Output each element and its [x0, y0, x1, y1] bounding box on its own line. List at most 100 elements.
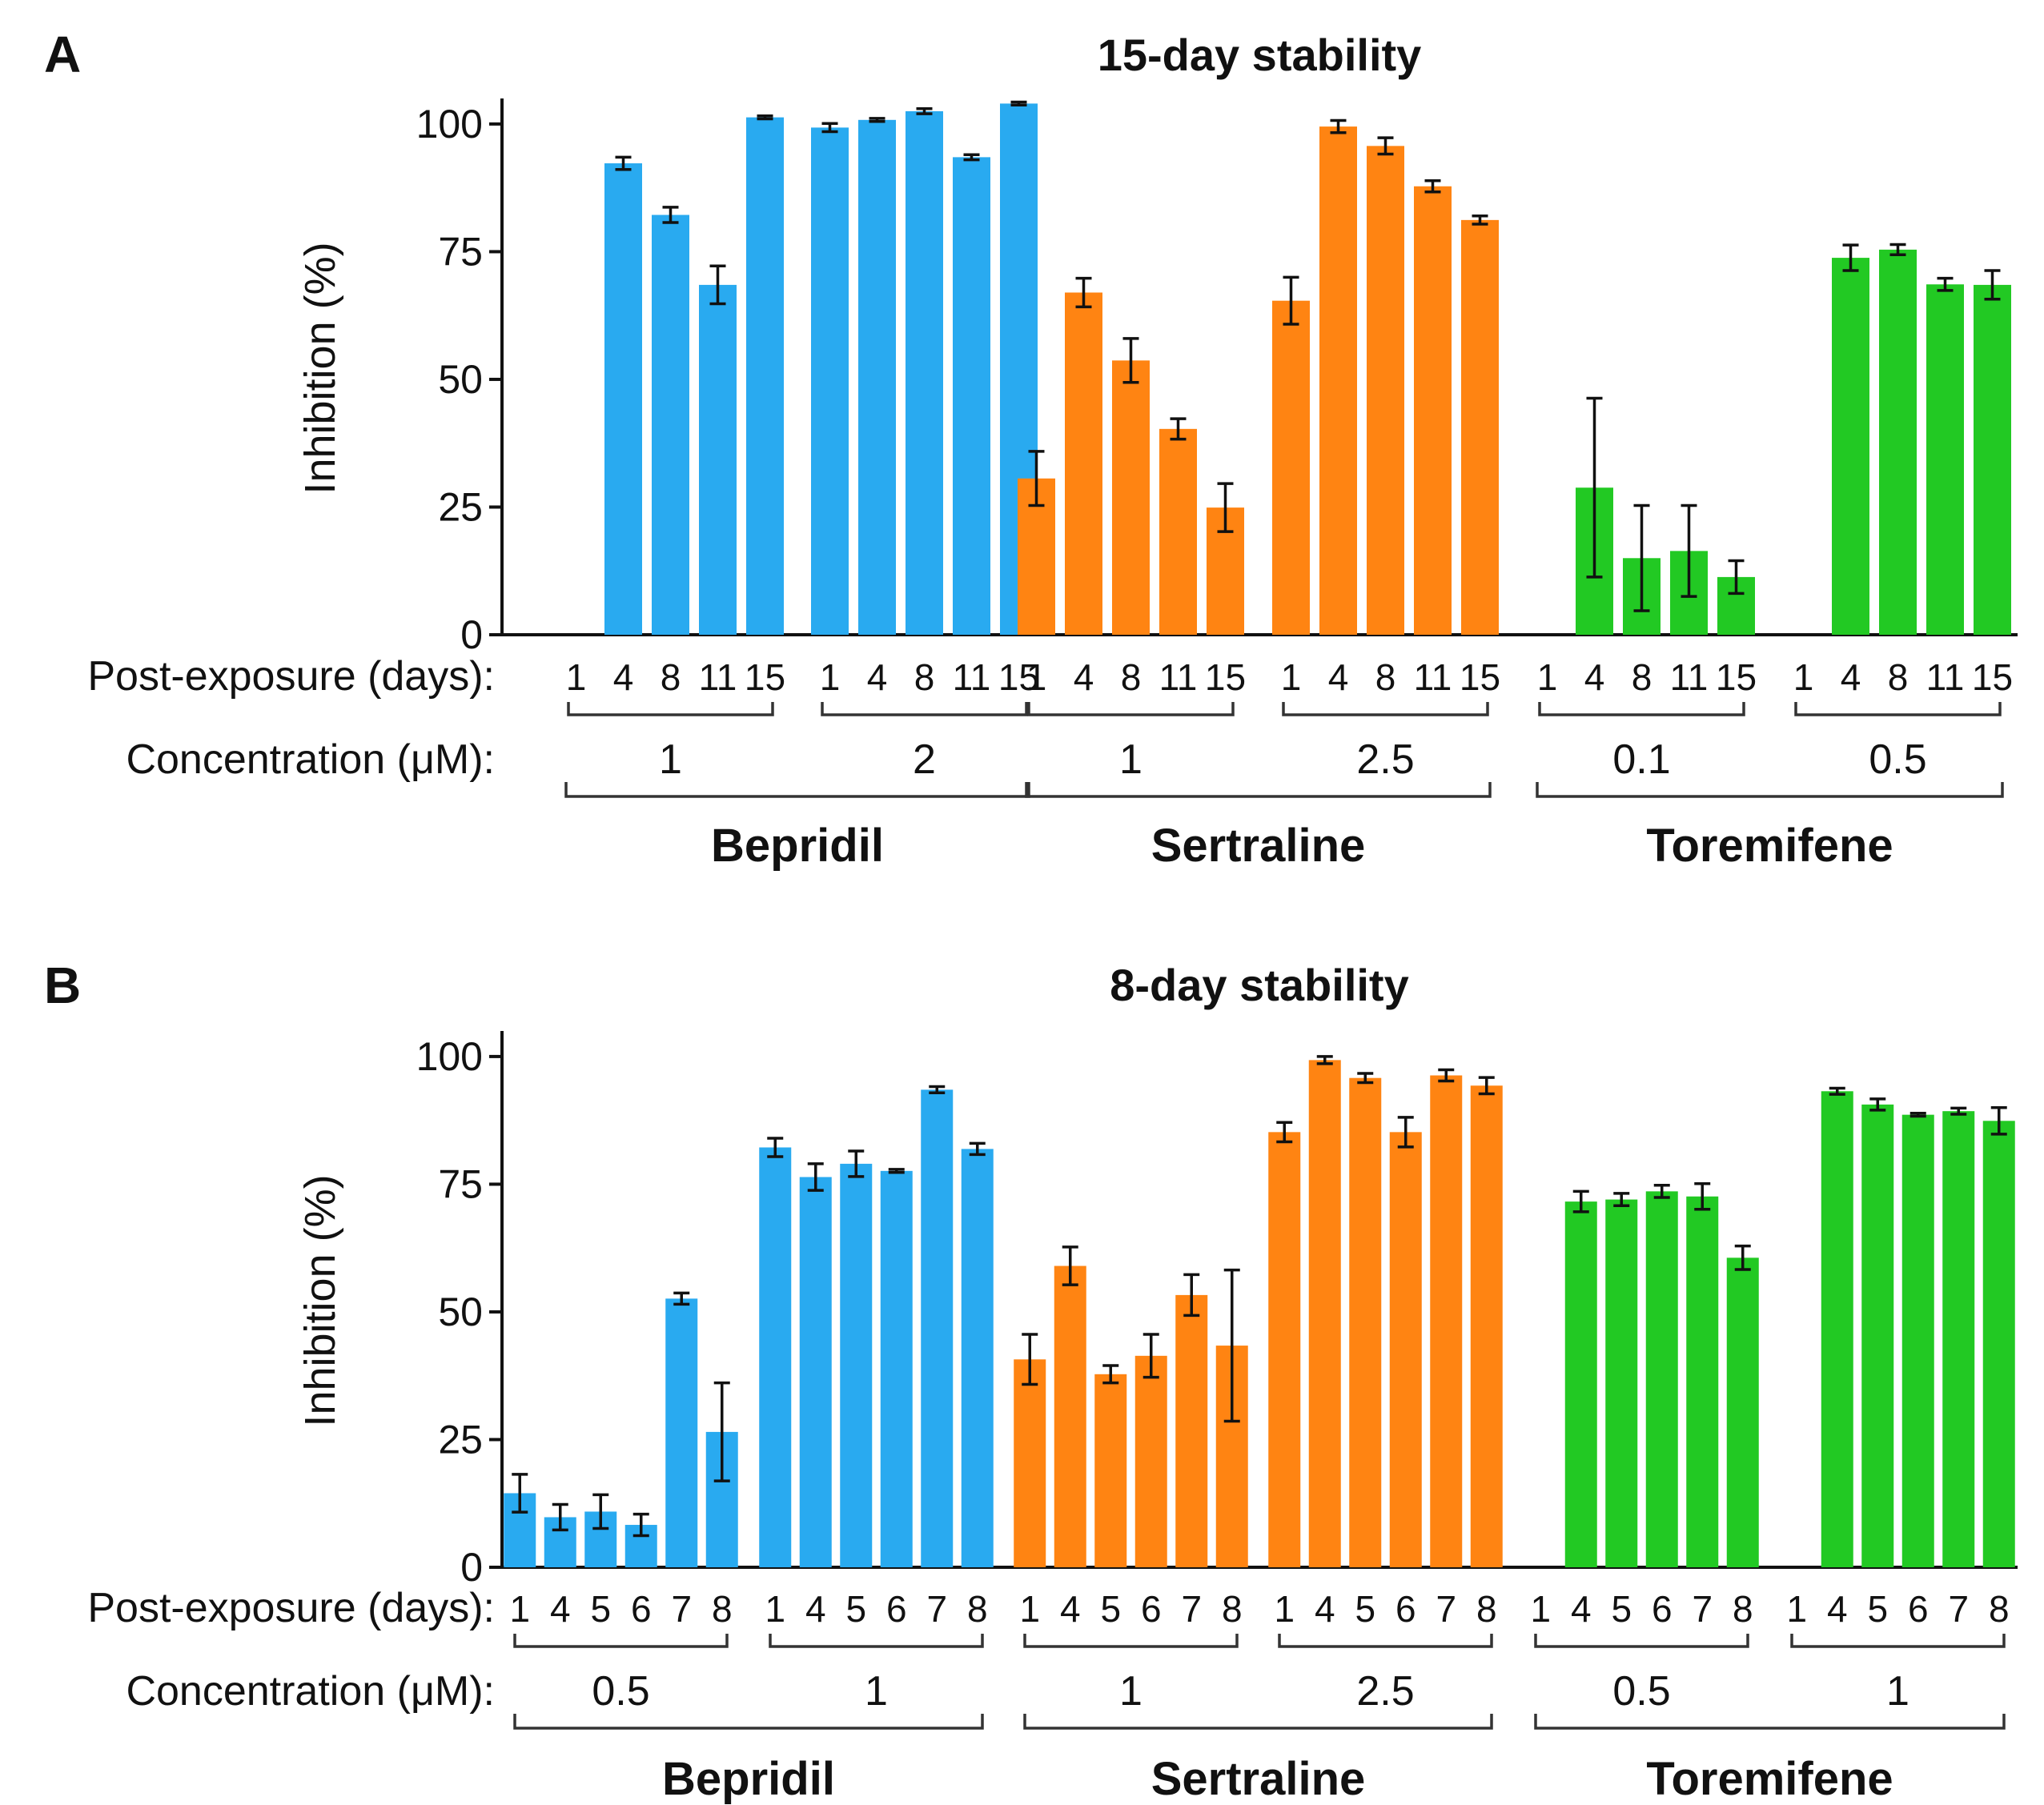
- day-tick-label: 6: [1652, 1588, 1673, 1630]
- bar: [811, 127, 849, 635]
- chart-title: 8-day stability: [1110, 960, 1408, 1010]
- day-tick-label: 7: [926, 1588, 947, 1630]
- bar: [1112, 360, 1150, 635]
- concentration-label: 1: [865, 1668, 888, 1715]
- bar: [1645, 1191, 1678, 1567]
- day-tick-label: 15: [1205, 656, 1246, 698]
- day-tick-label: 5: [1355, 1588, 1375, 1630]
- bar: [880, 1170, 913, 1567]
- day-tick-label: 4: [1827, 1588, 1848, 1630]
- drug-label: Toremifene: [1646, 820, 1893, 872]
- bar: [759, 1147, 792, 1567]
- y-tick-label: 25: [438, 484, 483, 529]
- day-tick-label: 7: [1181, 1588, 1202, 1630]
- day-tick-label: 7: [1692, 1588, 1713, 1630]
- day-tick-label: 4: [1584, 656, 1605, 698]
- day-tick-label: 4: [1060, 1588, 1081, 1630]
- group-bracket: [1794, 702, 2002, 716]
- day-tick-label: 6: [631, 1588, 652, 1630]
- group-bracket: [1023, 1634, 1239, 1648]
- bar: [746, 117, 784, 636]
- bar: [799, 1177, 832, 1567]
- day-tick-label: 4: [805, 1588, 826, 1630]
- group-bracket: [1538, 702, 1745, 716]
- day-tick-label: 8: [1121, 656, 1142, 698]
- day-tick-label: 6: [1141, 1588, 1162, 1630]
- drug-label: Sertraline: [1151, 1753, 1366, 1805]
- concentration-label: 0.1: [1612, 736, 1670, 783]
- day-tick-label: 15: [1716, 656, 1757, 698]
- bar: [1470, 1085, 1503, 1567]
- day-tick-label: 4: [1571, 1588, 1592, 1630]
- bar: [665, 1298, 698, 1567]
- concentration-label: 0.5: [1869, 736, 1926, 783]
- drug-bracket: [564, 782, 1030, 798]
- group-bracket: [1282, 702, 1489, 716]
- day-tick-label: 4: [613, 656, 634, 698]
- day-tick-label: 6: [1908, 1588, 1929, 1630]
- day-tick-label: 1: [1793, 656, 1814, 698]
- day-tick-label: 11: [1670, 656, 1709, 698]
- day-tick-label: 1: [1530, 1588, 1551, 1630]
- day-tick-label: 8: [661, 656, 681, 698]
- group-bracket: [1278, 1634, 1493, 1648]
- day-tick-label: 11: [1926, 656, 1965, 698]
- day-tick-label: 1: [1019, 1588, 1040, 1630]
- bar: [953, 157, 990, 635]
- bar: [1974, 284, 2011, 635]
- day-tick-label: 4: [550, 1588, 571, 1630]
- bar: [1430, 1075, 1463, 1567]
- bar: [1159, 428, 1197, 635]
- day-tick-label: 6: [1395, 1588, 1416, 1630]
- day-tick-label: 1: [1537, 656, 1558, 698]
- concentration-label: 1: [1119, 1668, 1142, 1715]
- y-tick-label: 100: [416, 102, 483, 146]
- y-axis-label: Inhibition (%): [296, 242, 344, 494]
- bar: [1461, 219, 1499, 635]
- day-tick-label: 4: [1315, 1588, 1335, 1630]
- day-tick-label: 8: [1476, 1588, 1497, 1630]
- y-tick-label: 50: [438, 1290, 483, 1334]
- bar: [1564, 1201, 1597, 1567]
- day-tick-label: 5: [845, 1588, 866, 1630]
- day-tick-label: 8: [1888, 656, 1909, 698]
- bar: [1349, 1077, 1382, 1567]
- post-exposure-row-label: Post-exposure (days):: [87, 653, 495, 700]
- concentration-label: 1: [1886, 1668, 1909, 1715]
- group-bracket: [1027, 702, 1235, 716]
- drug-bracket: [1025, 782, 1492, 798]
- concentration-label: 0.5: [592, 1668, 649, 1715]
- bar: [1272, 300, 1310, 635]
- day-tick-label: 7: [671, 1588, 692, 1630]
- day-tick-label: 4: [1328, 656, 1349, 698]
- bar: [1014, 1359, 1046, 1567]
- drug-label: Toremifene: [1646, 1753, 1893, 1805]
- bar: [1821, 1091, 1853, 1567]
- group-bracket: [1534, 1634, 1749, 1648]
- bar: [1389, 1132, 1422, 1567]
- post-exposure-row-label: Post-exposure (days):: [87, 1585, 495, 1631]
- day-tick-label: 1: [1281, 656, 1302, 698]
- bar: [906, 110, 943, 635]
- bar: [1926, 284, 1964, 635]
- concentration-label: 2.5: [1356, 1668, 1414, 1715]
- bar: [1942, 1111, 1975, 1567]
- bar: [1879, 249, 1917, 635]
- day-tick-label: 8: [1989, 1588, 2010, 1630]
- y-tick-label: 50: [438, 357, 483, 402]
- concentration-label: 1: [1119, 736, 1142, 783]
- y-tick-label: 75: [438, 229, 483, 274]
- bar: [604, 163, 642, 636]
- bar: [921, 1089, 954, 1567]
- y-tick-label: 100: [416, 1034, 483, 1079]
- day-tick-label: 4: [1074, 656, 1094, 698]
- day-tick-label: 1: [820, 656, 841, 698]
- bar: [1308, 1060, 1341, 1567]
- chart-title: 15-day stability: [1098, 30, 1422, 80]
- day-tick-label: 8: [1375, 656, 1396, 698]
- bar: [1686, 1196, 1719, 1567]
- bar: [1982, 1121, 2015, 1567]
- drug-bracket: [513, 1714, 984, 1730]
- bar: [858, 119, 896, 636]
- day-tick-label: 1: [1026, 656, 1047, 698]
